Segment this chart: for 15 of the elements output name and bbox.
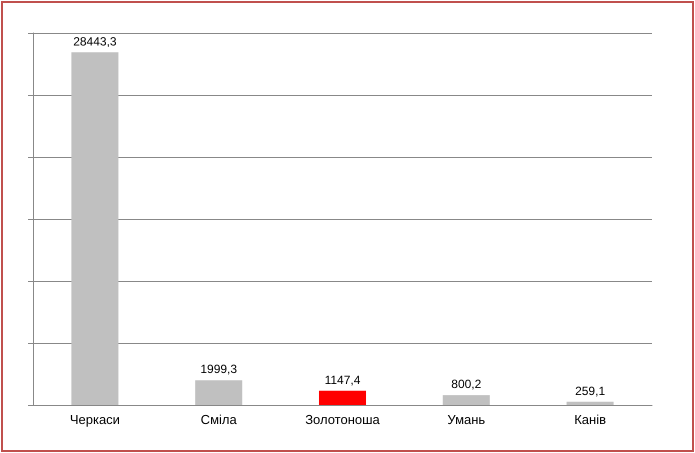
data-label: 800,2 — [451, 377, 482, 392]
bar — [71, 52, 118, 405]
x-tick-label: Канів — [574, 412, 606, 427]
x-tick-label: Золотоноша — [305, 412, 381, 427]
bar — [566, 402, 614, 405]
x-tick-label: Умань — [447, 412, 486, 427]
bar — [442, 395, 490, 405]
x-tick-label: Черкаси — [70, 412, 120, 427]
data-label: 259,1 — [575, 384, 606, 398]
x-tick-label: Сміла — [200, 412, 238, 427]
data-label: 1147,4 — [324, 372, 361, 387]
data-label: 1999,3 — [200, 362, 238, 376]
bar — [195, 380, 242, 405]
data-label: 28443,3 — [73, 34, 117, 48]
bar — [318, 390, 366, 405]
